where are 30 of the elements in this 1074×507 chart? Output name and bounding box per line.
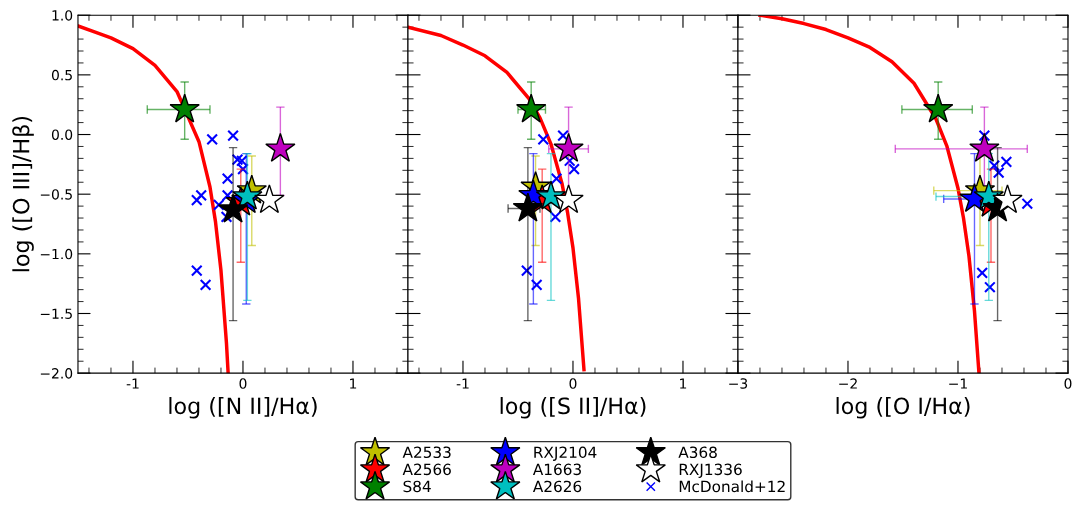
legend-label: A1663 <box>532 463 581 476</box>
x-axis-title: log ([O I/Hα) <box>836 397 970 419</box>
x-tick-label: -1 <box>456 378 469 389</box>
y-tick-label: −1.5 <box>40 308 72 319</box>
legend-label: RXJ1336 <box>679 463 742 478</box>
x-tick-label: −2 <box>839 378 857 389</box>
legend-label: A368 <box>678 446 717 459</box>
x-tick-label: 0 <box>1064 378 1072 389</box>
x-tick-label: -1 <box>126 378 139 389</box>
y-tick-label: −0.5 <box>40 189 72 200</box>
y-tick-label: 1.0 <box>52 10 73 21</box>
x-axis-title: log ([S II]/Hα) <box>500 397 646 419</box>
legend-label: McDonald+12 <box>679 480 785 493</box>
legend-label: RXJ2104 <box>534 446 597 461</box>
legend-label: A2533 <box>402 446 451 459</box>
x-axis-title: log ([N II]/Hα) <box>169 397 317 419</box>
legend-label: A2626 <box>532 480 582 493</box>
x-tick-label: 0 <box>239 378 247 389</box>
x-tick-label: 1 <box>680 378 687 389</box>
y-axis-title: log ([O III]/Hβ) <box>12 116 34 272</box>
y-tick-label: −2.0 <box>40 368 73 379</box>
y-tick-label: 0.5 <box>51 69 72 81</box>
x-tick-label: −1 <box>949 378 967 389</box>
x-tick-label: −3 <box>729 378 748 389</box>
legend-label: A2566 <box>402 463 451 476</box>
x-tick-label: 1 <box>350 378 357 389</box>
legend-label: S84 <box>403 480 431 493</box>
y-tick-label: 0.0 <box>51 129 73 140</box>
x-tick-label: 0 <box>569 378 577 389</box>
y-tick-label: −1.0 <box>40 248 73 260</box>
